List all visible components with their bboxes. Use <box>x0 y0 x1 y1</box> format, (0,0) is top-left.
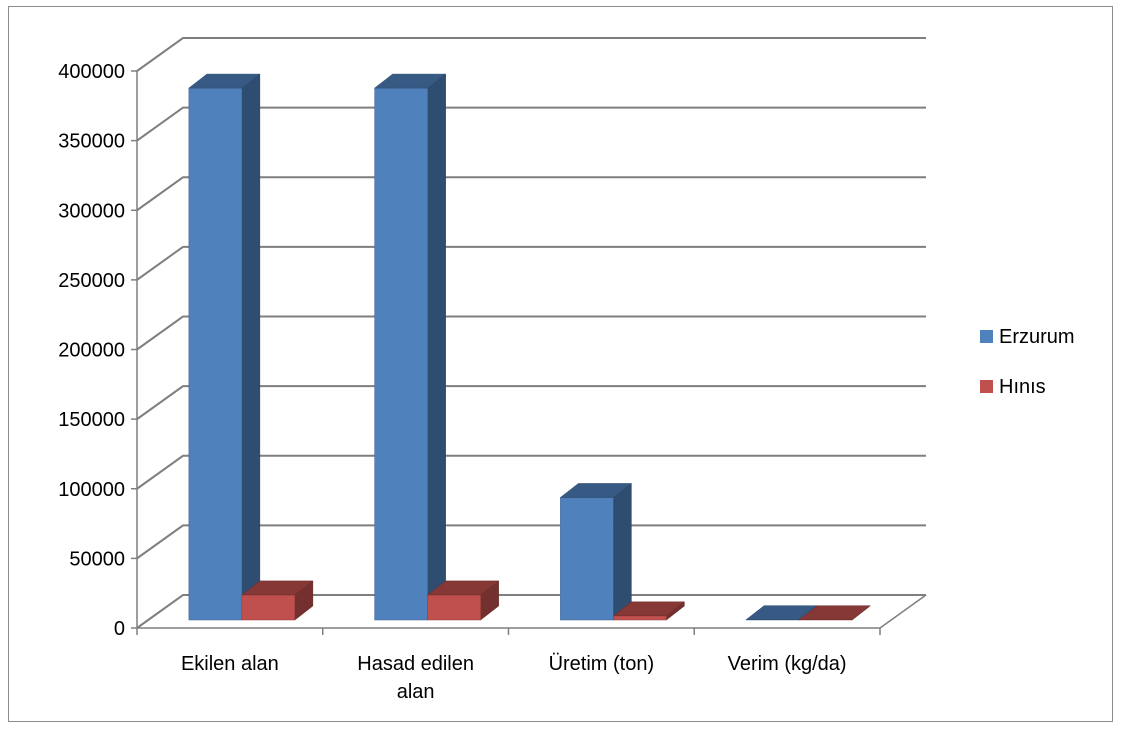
bar-erzurum-1 <box>373 73 447 621</box>
legend-swatch <box>980 330 993 343</box>
legend-item-hınıs: Hınıs <box>980 376 1046 398</box>
bar-hınıs-2 <box>612 601 686 621</box>
y-tick-label: 400000 <box>58 61 125 83</box>
bar-erzurum-2 <box>559 482 633 621</box>
y-tick-label: 0 <box>114 618 125 640</box>
bar-front-face <box>374 87 428 621</box>
legend-label: Hınıs <box>999 376 1046 398</box>
legend-label: Erzurum <box>999 326 1075 348</box>
y-axis-tick-labels: 0 50000 100000 150000 200000 250000 300000 3500… <box>58 61 125 640</box>
bar-hınıs-0 <box>241 580 314 621</box>
chart-bars <box>188 73 871 621</box>
gridline <box>136 594 926 629</box>
y-tick-label: 100000 <box>58 479 125 501</box>
gridline <box>136 524 926 560</box>
bar-front-face <box>188 87 243 621</box>
x-category-label: Verim (kg/da) <box>728 653 847 675</box>
bar-side-face <box>613 482 632 621</box>
legend-swatch <box>980 380 993 393</box>
bar-top-face <box>612 601 686 617</box>
chart-legend: Erzurum Hınıs <box>980 326 1075 398</box>
bar-top-face <box>373 73 447 89</box>
gridline <box>136 454 926 490</box>
y-tick-label: 350000 <box>58 131 125 153</box>
gridline <box>136 176 926 212</box>
bar-top-face <box>188 73 261 89</box>
bar-side-face <box>427 73 446 621</box>
x-category-label: Üretim (ton) <box>549 653 655 675</box>
chart-axes <box>131 70 927 635</box>
y-tick-label: 200000 <box>58 340 125 362</box>
gridline <box>136 385 926 420</box>
gridline <box>136 106 926 142</box>
bar-front-face <box>613 615 667 621</box>
bar-top-face <box>426 580 500 596</box>
bar-front-face <box>241 594 296 621</box>
bar-erzurum-0 <box>188 73 261 621</box>
bar-front-face <box>427 594 481 621</box>
chart-gridlines <box>136 37 926 629</box>
floor-right-edge <box>879 594 927 629</box>
y-tick-label: 50000 <box>69 548 125 570</box>
y-tick-label: 300000 <box>58 200 125 222</box>
bar-top-face <box>241 580 314 596</box>
gridline <box>136 315 926 351</box>
bar-front-face <box>560 497 614 621</box>
gridline <box>136 245 926 281</box>
bar-top-face <box>798 605 871 620</box>
x-axis-category-labels: Ekilen alan Hasad edilen alan Üretim (ton) V… <box>181 653 847 703</box>
x-category-label: Ekilen alan <box>181 653 279 675</box>
bar-side-face <box>241 73 261 621</box>
bar-top-face <box>559 483 633 498</box>
y-tick-label: 150000 <box>58 409 125 431</box>
bar-hınıs-3 <box>798 605 871 621</box>
bar-hınıs-1 <box>426 580 500 621</box>
y-tick-label: 250000 <box>58 270 125 292</box>
legend-item-erzurum: Erzurum <box>980 326 1075 348</box>
x-category-label: Hasad edilen alan <box>357 653 474 703</box>
gridline <box>136 37 926 72</box>
